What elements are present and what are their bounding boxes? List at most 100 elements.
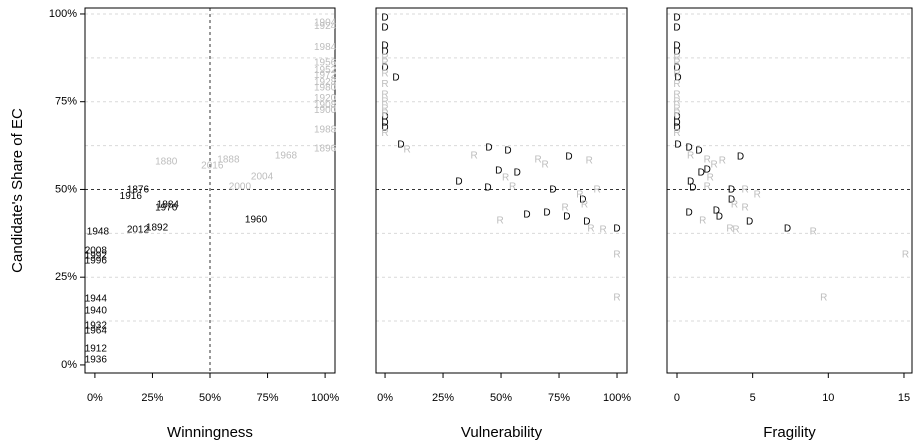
point-label: D [455,177,462,188]
point-label: 1940 [85,306,108,317]
point-label: R [731,200,738,211]
point-label: D [504,145,511,156]
point-label: D [685,143,692,154]
y-tick-label: 100% [49,8,77,20]
point-label: 1968 [275,151,298,162]
point-label: D [549,184,556,195]
point-label: R [673,128,680,139]
point-label: D [687,177,694,188]
point-label: R [586,156,593,167]
point-label: R [704,155,711,166]
point-label: 1956 [314,58,337,69]
point-label: R [699,216,706,227]
point-label: 1952 [314,65,337,76]
point-label: 1932 [85,321,108,332]
point-label: 1888 [217,155,240,166]
point-label: D [713,205,720,216]
point-label: D [563,211,570,222]
point-label: R [673,96,680,107]
point-label: D [381,12,388,23]
point-label: D [673,41,680,52]
point-label: 2000 [229,182,252,193]
point-label: D [485,143,492,154]
point-label: R [593,184,600,195]
point-label: R [673,109,680,120]
point-label: D [673,63,680,74]
point-label: 2008 [85,246,108,257]
point-label: 1976 [155,203,178,214]
point-label: R [381,68,388,79]
point-label: D [784,224,791,235]
point-label: D [495,165,502,176]
point-label: 1964 [85,326,108,337]
plot-frame [666,7,913,374]
point-label: D [381,111,388,122]
x-tick-label: 100% [311,392,339,404]
x-tick-label: 15 [898,392,910,404]
x-tick-label: 10 [822,392,834,404]
point-label: R [613,293,620,304]
point-label: R [673,68,680,79]
point-label: R [576,190,583,201]
point-label: 1980 [314,82,337,93]
point-label: D [381,23,388,34]
point-label: 1924 [314,21,337,32]
point-label: R [381,96,388,107]
x-tick-label: 25% [432,392,454,404]
point-label: 1972 [314,70,337,81]
point-label: 1920 [314,93,337,104]
point-label: R [403,144,410,155]
point-label: D [543,208,550,219]
point-label: R [687,151,694,162]
point-label: R [581,200,588,211]
point-label: 1880 [155,157,178,168]
point-label: 2016 [201,161,224,172]
point-label: R [732,224,739,235]
point-label: R [381,58,388,69]
point-label: D [392,72,399,83]
point-label: R [673,103,680,114]
point-label: R [902,250,909,261]
point-label: 1944 [85,294,108,305]
point-label: 1876 [127,184,150,195]
point-label: 1984 [314,42,337,53]
point-label: D [673,12,680,23]
point-label: R [673,89,680,100]
point-label: D [579,195,586,206]
y-axis-label: Candidate's Share of EC [9,108,26,273]
point-label: R [509,182,516,193]
point-label: D [704,164,711,175]
point-label: R [673,79,680,90]
point-label: 1948 [87,227,110,238]
point-label: R [541,160,548,171]
point-label: D [737,151,744,162]
point-label: 2004 [251,171,274,182]
point-label: R [471,151,478,162]
point-label: 1960 [245,215,268,226]
point-label: R [535,155,542,166]
point-label: R [673,58,680,69]
point-label: D [673,23,680,34]
x-axis-label: Winningness [167,424,253,441]
point-label: R [381,103,388,114]
point-label: 2012 [127,224,150,235]
point-label: 1928 [314,77,337,88]
point-label: D [613,224,620,235]
x-tick-label: 0% [377,392,393,404]
point-label: R [381,128,388,139]
point-label: D [685,208,692,219]
point-label: D [673,117,680,128]
point-label: R [810,227,817,238]
point-label: D [397,140,404,151]
point-label: R [820,293,827,304]
point-label: R [381,109,388,120]
point-label: D [674,140,681,151]
x-tick-label: 0 [674,392,680,404]
point-label: R [381,52,388,63]
point-label: 1900 [314,105,337,116]
x-tick-label: 50% [490,392,512,404]
y-tick-label: 75% [55,96,77,108]
x-tick-label: 25% [141,392,163,404]
x-tick-label: 100% [603,392,631,404]
